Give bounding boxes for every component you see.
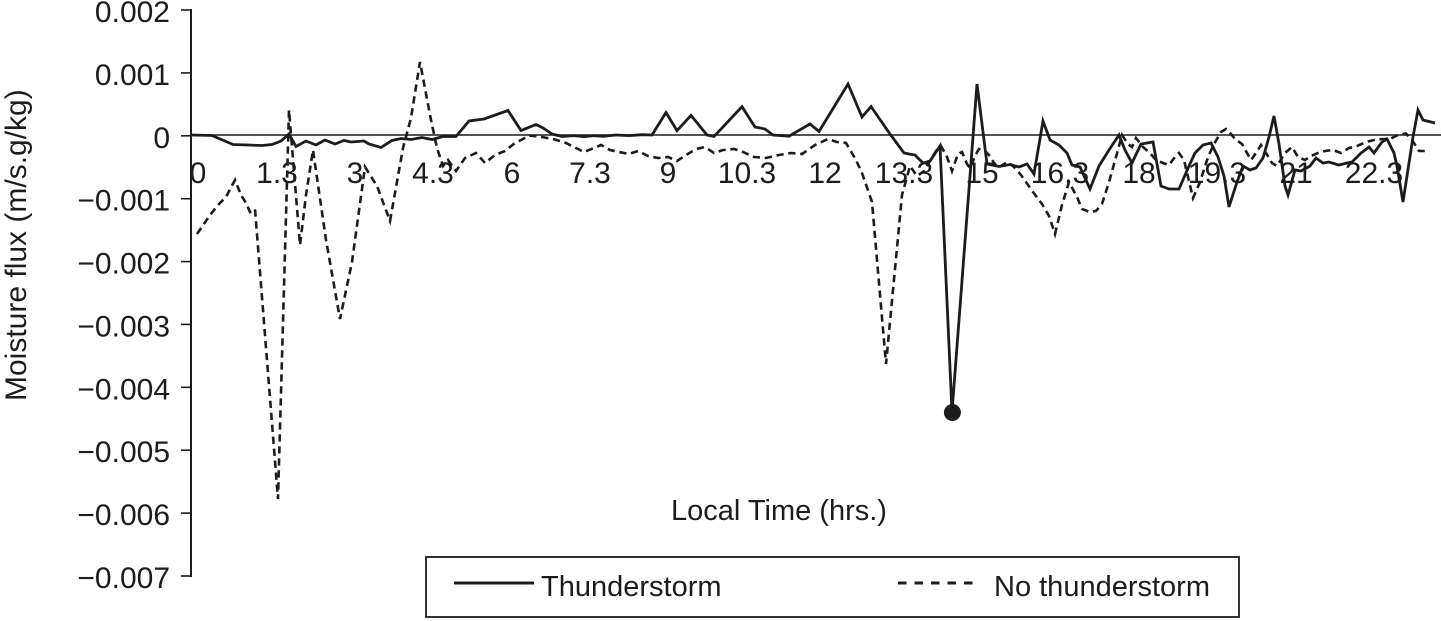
svg-text:10.3: 10.3 — [718, 157, 776, 190]
svg-text:No thunderstorm: No thunderstorm — [994, 571, 1210, 603]
svg-text:7.3: 7.3 — [569, 157, 611, 190]
svg-text:12: 12 — [808, 157, 841, 190]
svg-text:Thunderstorm: Thunderstorm — [541, 571, 722, 603]
svg-text:16.3: 16.3 — [1031, 157, 1089, 190]
svg-text:−0.002: −0.002 — [77, 248, 170, 281]
svg-text:−0.007: −0.007 — [77, 562, 170, 595]
svg-text:Local Time (hrs.): Local Time (hrs.) — [671, 495, 887, 527]
svg-text:1.3: 1.3 — [256, 157, 298, 190]
svg-text:22.3: 22.3 — [1345, 157, 1403, 190]
svg-text:−0.003: −0.003 — [77, 310, 170, 343]
svg-text:0.002: 0.002 — [95, 0, 170, 29]
svg-text:−0.004: −0.004 — [77, 373, 170, 406]
svg-text:4.3: 4.3 — [412, 157, 454, 190]
svg-text:6: 6 — [504, 157, 521, 190]
svg-text:Moisture flux (m/s.g/kg): Moisture flux (m/s.g/kg) — [0, 89, 33, 401]
svg-text:18: 18 — [1122, 157, 1155, 190]
svg-text:−0.001: −0.001 — [77, 185, 170, 218]
svg-text:−0.006: −0.006 — [77, 499, 170, 532]
svg-text:3: 3 — [347, 157, 364, 190]
svg-text:0.001: 0.001 — [95, 59, 170, 92]
svg-text:0: 0 — [190, 157, 207, 190]
svg-text:9: 9 — [660, 157, 677, 190]
svg-text:0: 0 — [153, 122, 170, 155]
svg-text:−0.005: −0.005 — [77, 436, 170, 469]
